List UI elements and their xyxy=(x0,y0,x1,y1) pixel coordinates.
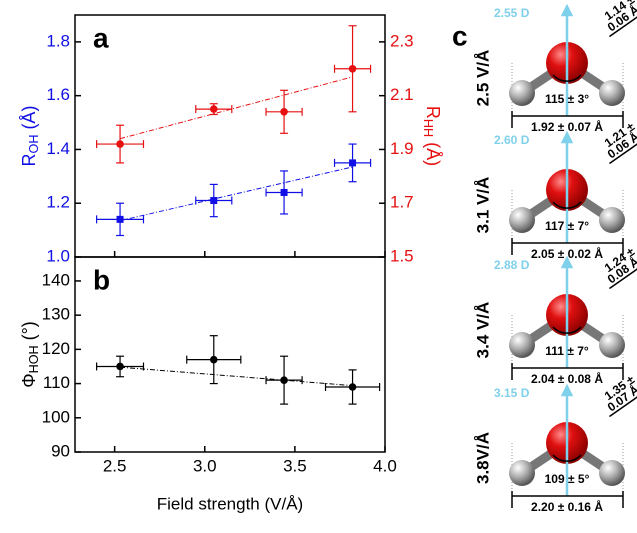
hh-label: 2.04 ± 0.08 Å xyxy=(531,371,603,386)
y-tick-label: 100 xyxy=(42,407,70,426)
marker xyxy=(280,188,288,196)
angle-label: 117 ± 7° xyxy=(545,219,589,233)
hydrogen-atom xyxy=(509,207,535,233)
panel-label: a xyxy=(93,22,109,53)
hydrogen-atom xyxy=(599,460,625,486)
axis-label-unit: (°) xyxy=(19,321,39,345)
bond-bracket xyxy=(609,137,637,165)
marker xyxy=(210,197,218,205)
marker xyxy=(116,140,124,148)
axis-label-main: Φ xyxy=(19,373,39,387)
angle-label: 109 ± 5° xyxy=(545,472,590,486)
hydrogen-atom xyxy=(509,332,535,358)
dipole-label: 2.60 D xyxy=(494,133,530,147)
axis-label: RHH (Å) xyxy=(421,106,444,166)
x-tick-label: 3.0 xyxy=(193,456,217,475)
hh-label: 2.05 ± 0.02 Å xyxy=(531,246,603,261)
marker xyxy=(348,383,357,391)
y-tick-label: 1.6 xyxy=(46,85,70,104)
axis-label: ROH (Å) xyxy=(19,106,42,167)
angle-label: 115 ± 3° xyxy=(545,92,589,106)
y-tick-label: 1.4 xyxy=(46,139,70,158)
dipole-label: 2.55 D xyxy=(494,6,530,20)
bond-length: 1.14 ±0.06 Å xyxy=(602,0,637,38)
marker xyxy=(116,215,124,223)
plot-frame xyxy=(74,256,386,453)
hydrogen-atom xyxy=(509,80,535,106)
dipole-label: 3.15 D xyxy=(494,386,530,400)
hydrogen-atom xyxy=(599,207,625,233)
axis-label-sub: HOH xyxy=(27,345,41,373)
fit-line xyxy=(119,166,353,222)
axis-label-main: R xyxy=(423,106,443,119)
y-tick-label: 90 xyxy=(51,441,70,460)
field-label: 3.4 V/Å xyxy=(473,302,492,359)
bond-bracket xyxy=(609,262,637,290)
dipole-label: 2.88 D xyxy=(494,258,530,272)
fit-line xyxy=(119,76,353,140)
marker xyxy=(349,159,357,167)
marker xyxy=(348,64,357,73)
fit-line xyxy=(120,366,353,387)
angle-arc xyxy=(552,201,582,209)
y-tick-label: 1.0 xyxy=(46,246,70,265)
hydrogen-atom xyxy=(509,460,535,486)
x-tick-label: 4.0 xyxy=(373,456,397,475)
y2-tick-label: 2.1 xyxy=(390,85,414,104)
y2-tick-label: 2.3 xyxy=(390,31,414,50)
y-tick-label: 130 xyxy=(42,305,70,324)
angle-arc xyxy=(552,74,582,82)
axis-label-main: R xyxy=(19,153,39,166)
y-tick-label: 1.8 xyxy=(46,31,70,50)
axis-label-sub: HH xyxy=(421,119,435,137)
hh-label: 2.20 ± 0.16 Å xyxy=(531,499,603,514)
bond-length: 1.24 ±0.08 Å xyxy=(602,244,637,290)
y2-tick-label: 1.7 xyxy=(390,193,414,212)
bond-bracket xyxy=(609,390,637,418)
hydrogen-atom xyxy=(599,80,625,106)
y2-tick-label: 1.5 xyxy=(390,246,414,265)
angle-arc xyxy=(552,326,582,334)
y-tick-label: 120 xyxy=(42,339,70,358)
marker xyxy=(280,376,288,384)
field-label: 3.1 V/Å xyxy=(473,177,492,234)
bond-bracket xyxy=(609,10,637,38)
y-tick-label: 140 xyxy=(42,270,70,289)
axis-label-unit: (Å) xyxy=(19,106,39,135)
panel-label: c xyxy=(452,20,468,51)
axis-label-sub: OH xyxy=(27,135,41,154)
y-tick-label: 1.2 xyxy=(46,193,70,212)
marker xyxy=(116,362,124,371)
field-label: 3.8V/Å xyxy=(473,432,492,484)
hydrogen-atom xyxy=(599,332,625,358)
axis-label: ΦHOH (°) xyxy=(19,321,42,388)
x-tick-label: 3.5 xyxy=(283,456,307,475)
marker xyxy=(209,105,218,113)
panel-label: b xyxy=(93,264,110,295)
x-tick-label: 2.5 xyxy=(103,456,127,475)
marker xyxy=(209,355,218,364)
angle-label: 111 ± 7° xyxy=(545,344,589,358)
axis-label-unit: (Å) xyxy=(423,137,443,166)
marker xyxy=(280,108,288,116)
x-axis-label: Field strength (V/Å) xyxy=(157,494,303,513)
angle-arc xyxy=(552,454,582,462)
hh-label: 1.92 ± 0.07 Å xyxy=(531,119,603,134)
field-label: 2.5 V/Å xyxy=(473,50,492,107)
y-tick-label: 110 xyxy=(43,373,70,392)
y2-tick-label: 1.9 xyxy=(390,139,414,158)
